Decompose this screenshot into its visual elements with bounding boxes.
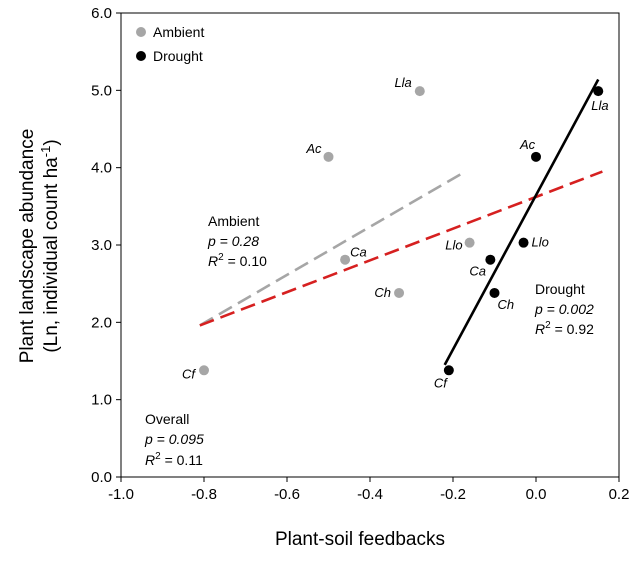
point-labels-layer: Lla Ac Ca Llo Ch Cf Lla Ac Llo Ca Ch Cf [182,75,609,390]
y-tick-label: 3.0 [91,237,112,254]
fit-line-ambient [199,172,462,327]
point-label-drought-cf: Cf [434,375,448,390]
y-tick-label: 0.0 [91,469,112,486]
point-drought-ac [531,151,541,162]
x-tick-label: -0.4 [357,486,383,503]
point-drought-llo [518,237,529,248]
x-axis-title: Plant-soil feedbacks [275,529,445,550]
point-ambient-ac [323,151,334,162]
point-label-drought-lla: Lla [591,98,608,113]
x-tick-label: 0.2 [609,486,630,503]
point-label-ambient-cf: Cf [182,366,196,381]
point-ambient-llo [464,237,475,248]
x-tick-label: -0.6 [274,486,300,503]
annotation-drought: Drought p = 0.002 R2 = 0.92 [534,281,594,337]
point-drought-ca [485,254,496,265]
point-drought-ch [489,287,500,298]
annotation-ambient-p: p = 0.28 [207,233,259,249]
point-drought-lla [593,86,604,97]
annotation-ambient: Ambient p = 0.28 R2 = 0.10 [207,213,267,269]
point-ambient-cf [199,365,209,376]
point-label-ambient-ch: Ch [374,285,391,300]
annotation-drought-p: p = 0.002 [534,301,594,317]
fit-lines-layer [199,78,603,366]
y-tick-label: 6.0 [91,5,112,22]
axes-layer: -1.0 -0.8 -0.6 -0.4 -0.2 0.0 0.2 0.0 1.0 2.0 3.0 4.… [91,5,629,503]
legend-marker-drought [136,51,146,61]
y-tick-label: 2.0 [91,314,112,331]
point-label-ambient-ac: Ac [305,141,322,156]
y-tick-label: 1.0 [91,392,112,409]
point-label-drought-llo: Llo [532,235,549,250]
point-label-drought-ca: Ca [469,264,486,279]
point-drought-cf [443,365,454,376]
annotation-drought-name: Drought [535,281,585,297]
y-axis-title: Plant landscape abundance (Ln, individua… [17,129,62,364]
x-tick-label: -0.2 [440,486,466,503]
legend: Ambient Drought [136,24,204,64]
annotation-overall-p: p = 0.095 [144,431,204,447]
point-ambient-lla [414,86,425,97]
legend-marker-ambient [136,27,146,37]
y-tick-label: 5.0 [91,82,112,99]
x-tick-label: 0.0 [526,486,547,503]
point-ambient-ca [340,254,351,265]
annotation-overall-name: Overall [145,411,189,427]
point-ambient-ch [394,287,405,298]
annotation-drought-r2: R2 = 0.92 [535,320,594,337]
y-tick-label: 4.0 [91,160,112,177]
point-label-drought-ac: Ac [519,137,536,152]
y-axis-title-line1: Plant landscape abundance [17,129,38,364]
legend-label-drought: Drought [153,48,203,64]
point-label-ambient-lla: Lla [394,75,411,90]
y-axis-title-line2: (Ln, individual count ha-1) [38,139,62,352]
x-tick-label: -1.0 [108,486,134,503]
annotation-overall: Overall p = 0.095 R2 = 0.11 [144,411,204,468]
annotation-ambient-r2: R2 = 0.10 [208,252,267,269]
fit-line-drought [443,78,600,366]
point-label-drought-ch: Ch [498,297,515,312]
annotation-overall-r2: R2 = 0.11 [145,451,203,468]
points-layer [199,86,604,376]
x-tick-label: -0.8 [191,486,217,503]
legend-label-ambient: Ambient [153,24,204,40]
point-label-ambient-llo: Llo [445,238,462,253]
point-label-ambient-ca: Ca [350,245,367,260]
annotation-ambient-name: Ambient [208,213,259,229]
